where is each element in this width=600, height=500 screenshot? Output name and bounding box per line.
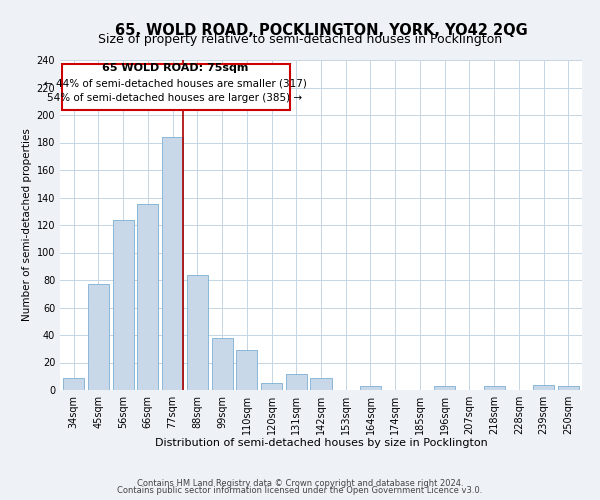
Bar [212,338,233,390]
Bar [310,378,332,390]
X-axis label: Distribution of semi-detached houses by size in Pocklington: Distribution of semi-detached houses by … [155,438,487,448]
Bar [360,386,381,390]
Y-axis label: Number of semi-detached properties: Number of semi-detached properties [22,128,32,322]
Text: 54% of semi-detached houses are larger (385) →: 54% of semi-detached houses are larger (… [47,93,302,103]
Bar [63,378,84,390]
Bar [162,137,183,390]
Title: 65, WOLD ROAD, POCKLINGTON, YORK, YO42 2QG: 65, WOLD ROAD, POCKLINGTON, YORK, YO42 2… [115,23,527,38]
Bar [484,386,505,390]
Bar [236,350,257,390]
Text: ← 44% of semi-detached houses are smaller (317): ← 44% of semi-detached houses are smalle… [44,78,307,88]
Bar [286,374,307,390]
Bar [533,384,554,390]
Text: Contains public sector information licensed under the Open Government Licence v3: Contains public sector information licen… [118,486,482,495]
Text: Size of property relative to semi-detached houses in Pocklington: Size of property relative to semi-detach… [98,32,502,46]
Bar [434,386,455,390]
Bar [261,383,282,390]
Bar [113,220,134,390]
Bar [88,284,109,390]
Text: 65 WOLD ROAD: 75sqm: 65 WOLD ROAD: 75sqm [102,63,248,73]
Bar [137,204,158,390]
Bar [187,274,208,390]
Bar [558,386,579,390]
Text: Contains HM Land Registry data © Crown copyright and database right 2024.: Contains HM Land Registry data © Crown c… [137,478,463,488]
FancyBboxPatch shape [62,64,290,110]
